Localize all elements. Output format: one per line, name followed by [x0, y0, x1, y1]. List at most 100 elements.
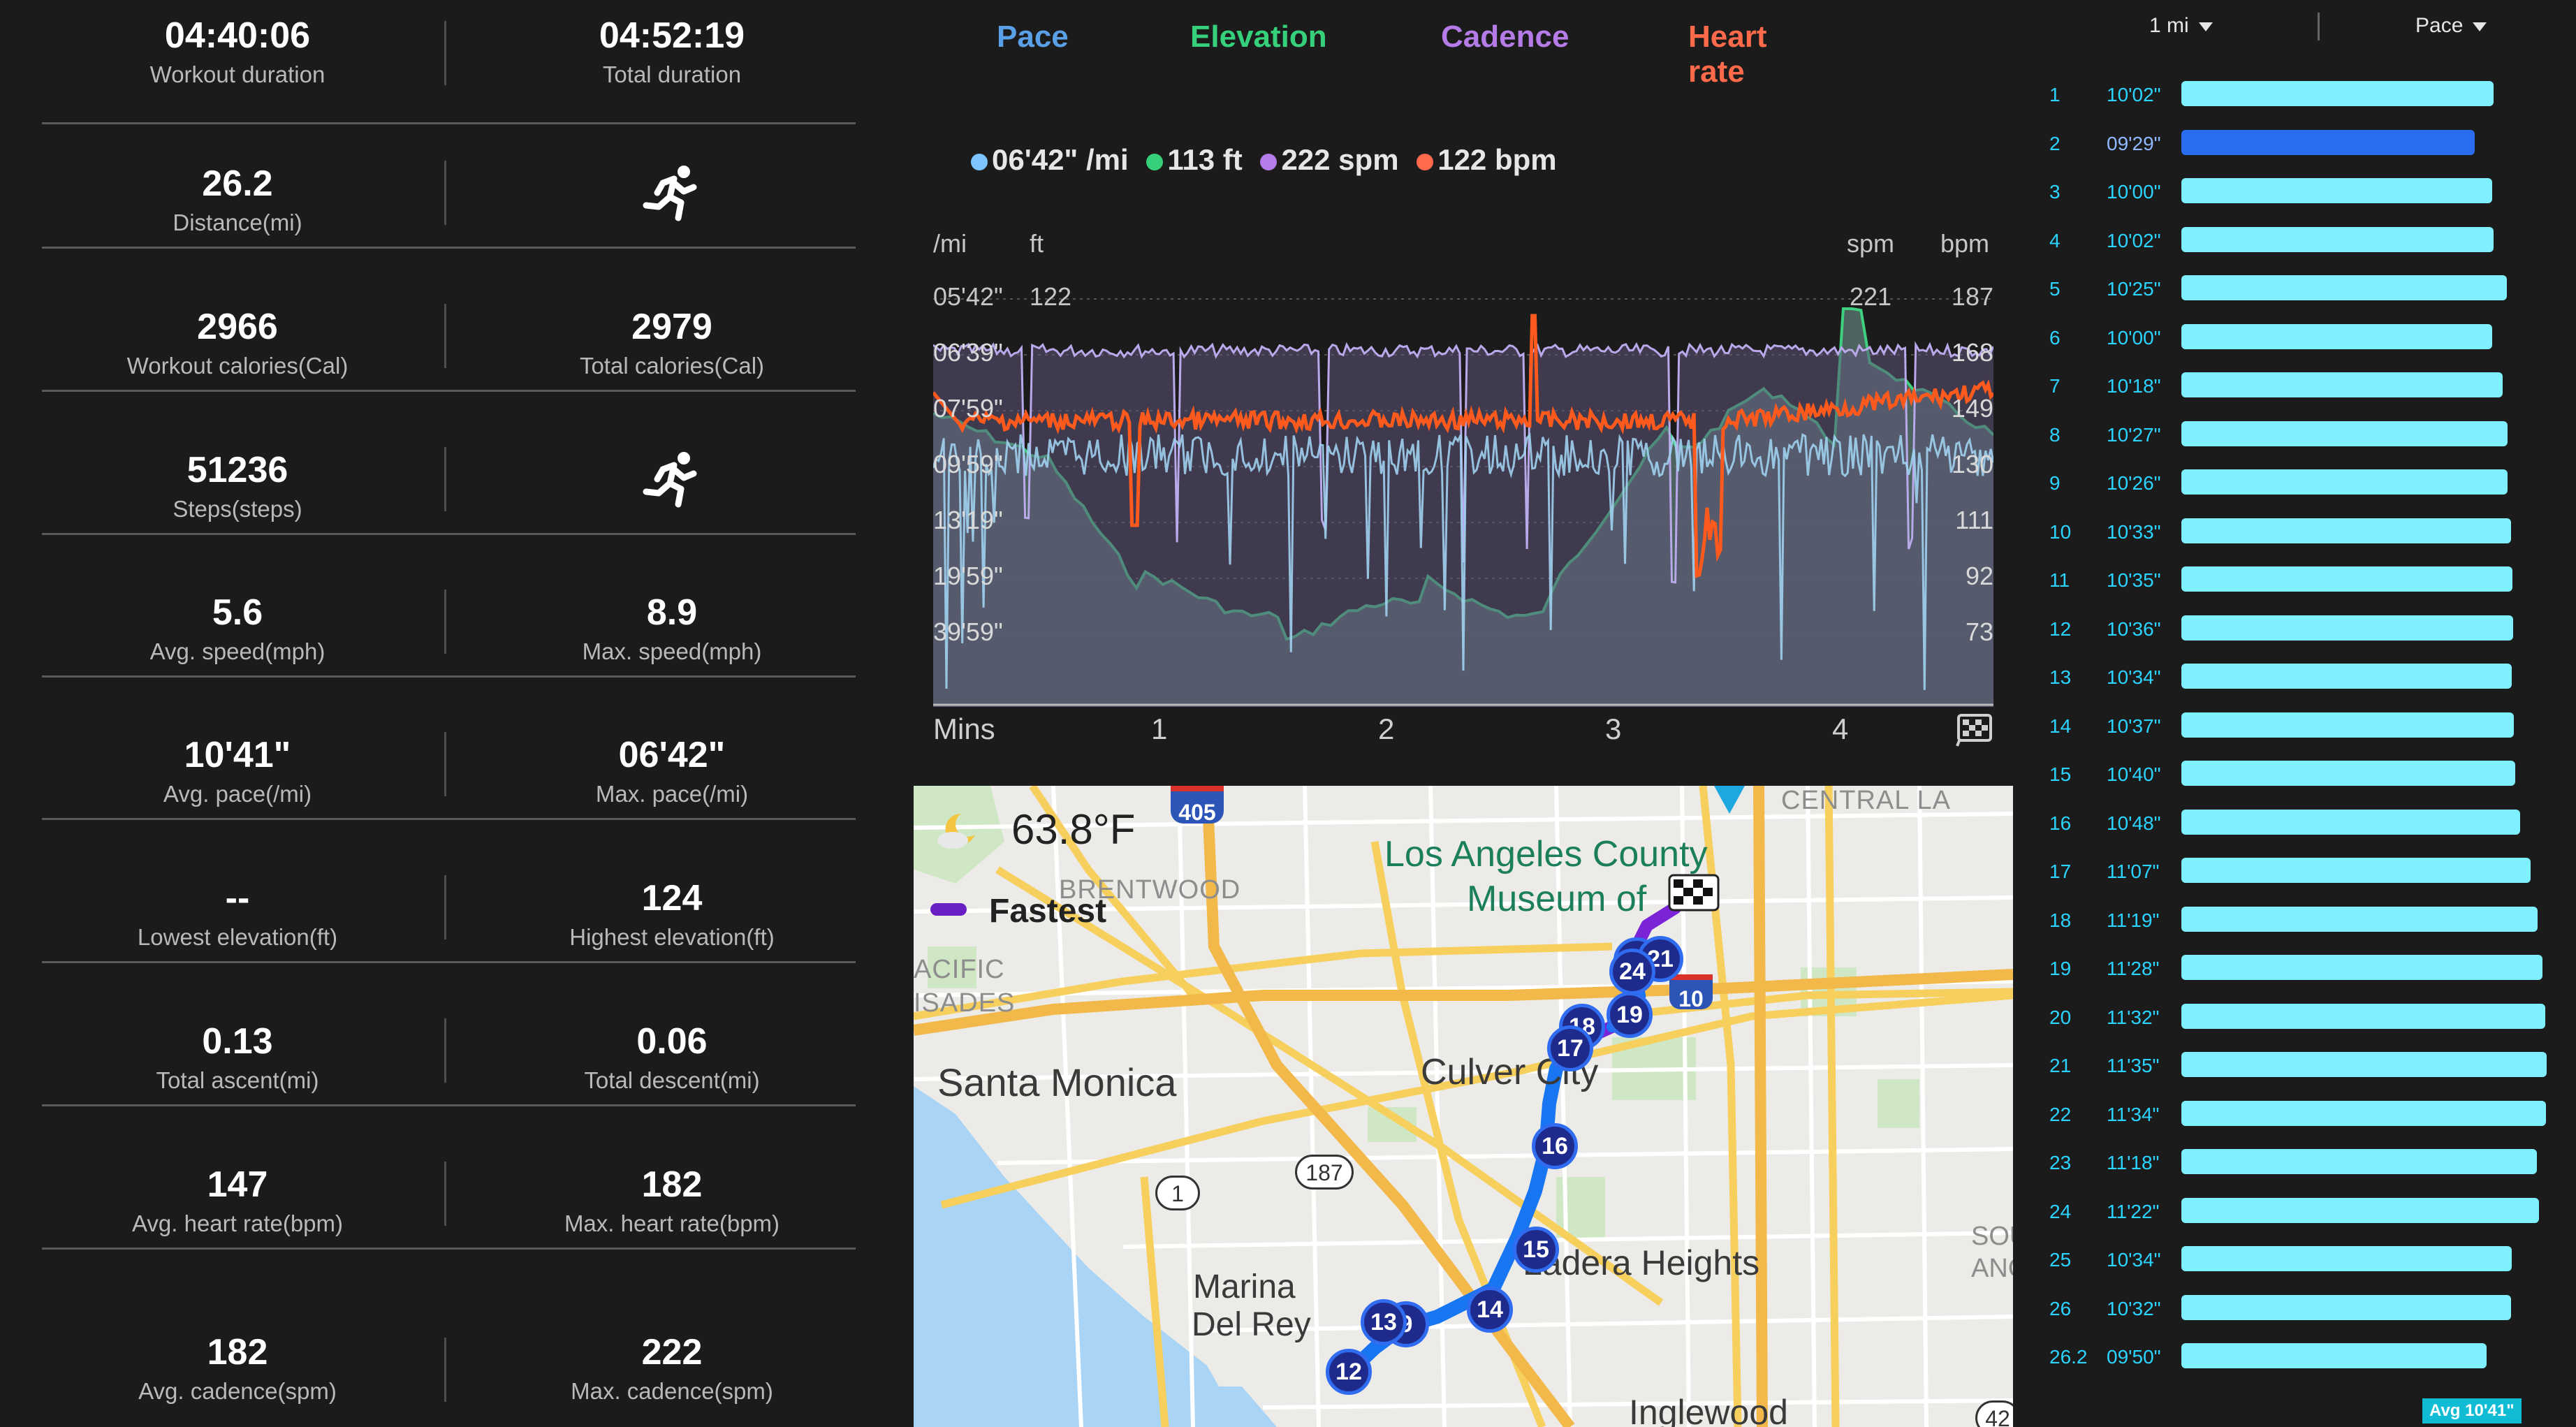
stat-row: 5.6 Avg. speed(mph) 8.9 Max. speed(mph): [42, 553, 856, 678]
split-row[interactable]: 1 10'02": [2026, 71, 2576, 119]
stat-value: 182: [207, 1332, 268, 1373]
workout-metrics-chart[interactable]: [932, 288, 1995, 707]
split-pace: 10'34": [2107, 666, 2161, 688]
split-row[interactable]: 3 10'00": [2026, 168, 2576, 217]
stat-cell: 5.6 Avg. speed(mph): [63, 590, 412, 668]
route-marker[interactable]: 16: [1532, 1123, 1578, 1169]
stat-row: -- Lowest elevation(ft) 124 Highest elevati…: [42, 839, 856, 963]
metric-selector[interactable]: Pace: [2415, 14, 2487, 38]
splits-panel: 1 mi Pace 1 10'02" 2 09'29" 3 10'00" 4 10'02" 5 1…: [2026, 0, 2576, 1427]
split-row[interactable]: 4 10'02": [2026, 217, 2576, 265]
split-pace-bar: [2181, 129, 2475, 155]
split-row[interactable]: 11 10'35": [2026, 557, 2576, 605]
split-pace-bar: [2181, 1052, 2547, 1077]
split-pace-bar: [2181, 1003, 2545, 1029]
split-row[interactable]: 2 09'29": [2026, 120, 2576, 168]
split-mile: 2: [2049, 132, 2061, 154]
stat-value: 51236: [186, 450, 288, 490]
route-marker[interactable]: 15: [1513, 1227, 1559, 1273]
stat-value: 124: [641, 878, 703, 919]
split-pace-bar: [2181, 323, 2493, 349]
route-marker[interactable]: 17: [1547, 1025, 1593, 1071]
split-row[interactable]: 21 11'35": [2026, 1042, 2576, 1090]
split-pace: 11'28": [2107, 958, 2160, 979]
split-row[interactable]: 18 11'19": [2026, 897, 2576, 945]
stat-label: Total calories(Cal): [579, 353, 765, 379]
split-row[interactable]: 20 11'32": [2026, 994, 2576, 1042]
stat-cell: 10'41" Avg. pace(/mi): [63, 732, 412, 810]
split-row[interactable]: 26.2 09'50": [2026, 1333, 2576, 1382]
map-label-santa-monica: Santa Monica: [937, 1060, 1177, 1104]
split-mile: 6: [2049, 326, 2061, 349]
stat-label: Highest elevation(ft): [569, 924, 775, 950]
split-pace: 11'22": [2107, 1200, 2160, 1222]
split-row[interactable]: 8 10'27": [2026, 411, 2576, 460]
stat-divider: [444, 1018, 446, 1083]
split-pace-bar: [2181, 1343, 2487, 1368]
split-row[interactable]: 22 11'34": [2026, 1091, 2576, 1139]
route187-shield: 187: [1295, 1155, 1354, 1190]
split-row[interactable]: 19 11'28": [2026, 945, 2576, 993]
split-row[interactable]: 9 10'26": [2026, 460, 2576, 508]
route-map[interactable]: 63.8°F Fastest Los Angeles County Museum…: [914, 786, 2013, 1427]
split-mile: 25: [2049, 1249, 2072, 1271]
stat-separator: [42, 1247, 856, 1250]
pace-line: [932, 432, 1995, 690]
distance-selector[interactable]: 1 mi: [2149, 14, 2213, 38]
route-marker[interactable]: 24: [1609, 949, 1655, 995]
route-marker[interactable]: 12: [1326, 1349, 1372, 1395]
stat-divider: [444, 21, 446, 85]
route-marker[interactable]: 19: [1607, 992, 1653, 1038]
route-marker[interactable]: 21: [1637, 936, 1683, 982]
stat-divider: [444, 1162, 446, 1226]
route42-shield: 42: [1975, 1400, 2013, 1427]
split-mile: 15: [2049, 763, 2072, 785]
stat-row: 51236 Steps(steps): [42, 411, 856, 535]
split-row[interactable]: 12 10'36": [2026, 606, 2576, 654]
split-mile: 14: [2049, 715, 2072, 737]
split-pace: 10'25": [2107, 278, 2161, 300]
split-mile: 5: [2049, 278, 2061, 300]
tab-heart-rate[interactable]: Heart rate: [1688, 20, 1767, 89]
split-row[interactable]: 5 10'25": [2026, 265, 2576, 314]
split-row[interactable]: 26 10'32": [2026, 1285, 2576, 1333]
split-mile: 8: [2049, 423, 2061, 446]
split-row[interactable]: 23 11'18": [2026, 1139, 2576, 1187]
split-row[interactable]: 14 10'37": [2026, 703, 2576, 751]
x-axis-label: Mins: [933, 712, 995, 745]
split-row[interactable]: 15 10'40": [2026, 751, 2576, 799]
split-pace: 09'29": [2107, 132, 2161, 154]
route-marker[interactable]: 14: [1467, 1287, 1513, 1333]
stat-label: Max. speed(mph): [582, 638, 762, 664]
split-row[interactable]: 10 10'33": [2026, 508, 2576, 557]
split-pace: 10'32": [2107, 1297, 2161, 1319]
split-pace-bar: [2181, 178, 2493, 203]
weather-moon-cloud-icon: [937, 813, 975, 849]
split-row[interactable]: 24 11'22": [2026, 1188, 2576, 1236]
split-pace: 11'32": [2107, 1006, 2160, 1028]
split-mile: 26: [2049, 1297, 2072, 1319]
tab-elevation[interactable]: Elevation: [1190, 20, 1327, 54]
tab-pace[interactable]: Pace: [997, 20, 1069, 54]
stat-value: 04:40:06: [164, 15, 311, 56]
heart-rate-line: [932, 314, 1995, 578]
split-row[interactable]: 7 10'18": [2026, 363, 2576, 411]
split-pace: 09'50": [2107, 1346, 2161, 1368]
split-pace-bar: [2181, 1100, 2547, 1126]
split-pace: 10'00": [2107, 181, 2161, 203]
split-row[interactable]: 6 10'00": [2026, 314, 2576, 363]
route-marker[interactable]: 13: [1361, 1299, 1407, 1345]
split-pace-bar: [2181, 81, 2494, 106]
stat-separator: [42, 1104, 856, 1106]
chart-svg: [932, 288, 1995, 707]
split-row[interactable]: 13 10'34": [2026, 654, 2576, 702]
split-row[interactable]: 16 10'48": [2026, 800, 2576, 848]
metric-tabs: Pace Elevation Cadence Heart rate: [922, 20, 1830, 89]
split-row[interactable]: 25 10'34": [2026, 1236, 2576, 1285]
heart-rate-tick: 92: [1965, 562, 1993, 590]
tab-cadence[interactable]: Cadence: [1441, 20, 1569, 54]
stat-cell: 26.2 Distance(mi): [63, 161, 412, 239]
map-label-lacma: Los Angeles County: [1384, 834, 1708, 875]
map-label-south: SOUT: [1971, 1222, 2013, 1251]
split-row[interactable]: 17 11'07": [2026, 848, 2576, 896]
